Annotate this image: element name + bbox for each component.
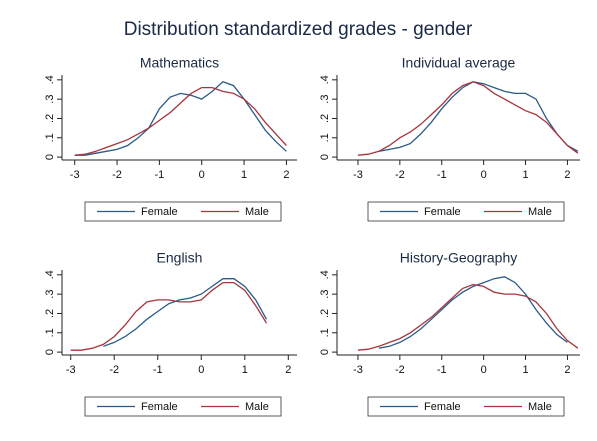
- x-tick-label: 1: [242, 364, 248, 376]
- y-tick-label: .2: [319, 309, 331, 318]
- y-tick-label: .4: [319, 270, 331, 279]
- y-tick-label: .1: [44, 328, 56, 337]
- legend-label: Female: [424, 206, 461, 218]
- panel-title: Mathematics: [140, 55, 219, 71]
- legend-label: Male: [245, 401, 269, 413]
- y-tick-label: .4: [44, 75, 56, 84]
- x-tick-label: -2: [112, 169, 122, 181]
- x-tick-label: 1: [522, 364, 528, 376]
- legend-box: [84, 396, 282, 417]
- panel-title: English: [157, 250, 203, 266]
- y-tick-label: .2: [319, 114, 331, 123]
- y-tick-label: .3: [44, 95, 56, 104]
- x-tick-label: -3: [70, 169, 80, 181]
- panel-title: Individual average: [402, 55, 516, 71]
- series-line: [357, 81, 579, 156]
- x-tick-label: -3: [353, 364, 363, 376]
- legend-label: Male: [245, 206, 269, 218]
- x-tick-label: 0: [199, 169, 205, 181]
- x-tick-label: -2: [395, 364, 405, 376]
- y-tick-label: .2: [44, 114, 56, 123]
- y-tick-label: 0: [44, 154, 56, 160]
- x-tick-label: -2: [395, 169, 405, 181]
- legend-label: Female: [424, 401, 461, 413]
- y-tick-label: .3: [319, 290, 331, 299]
- y-tick-label: .1: [319, 133, 331, 142]
- series-line: [74, 86, 287, 156]
- series-line: [70, 281, 268, 351]
- x-tick-label: 2: [564, 169, 570, 181]
- y-tick-label: 0: [319, 349, 331, 355]
- y-tick-label: .1: [319, 328, 331, 337]
- x-tick-label: 2: [564, 364, 570, 376]
- x-tick-label: 1: [241, 169, 247, 181]
- x-tick-label: 2: [285, 364, 291, 376]
- y-tick-label: .4: [319, 75, 331, 84]
- x-tick-label: -1: [154, 169, 164, 181]
- legend-box: [84, 201, 282, 222]
- y-tick-label: .2: [44, 309, 56, 318]
- legend-label: Male: [528, 206, 552, 218]
- legend-label: Female: [141, 206, 178, 218]
- x-tick-label: 0: [481, 169, 487, 181]
- x-tick-label: -3: [66, 364, 76, 376]
- legend-box: [367, 201, 565, 222]
- series-line: [378, 276, 568, 349]
- x-tick-label: 0: [198, 364, 204, 376]
- panel-title: History-Geography: [400, 250, 518, 266]
- series-line: [103, 278, 268, 347]
- y-tick-label: .4: [44, 270, 56, 279]
- legend-label: Male: [528, 401, 552, 413]
- x-tick-label: -1: [437, 169, 447, 181]
- legend-label: Female: [141, 401, 178, 413]
- x-tick-label: 1: [522, 169, 528, 181]
- x-tick-label: -1: [437, 364, 447, 376]
- x-tick-label: -3: [353, 169, 363, 181]
- x-tick-label: -2: [109, 364, 119, 376]
- series-line: [74, 81, 287, 156]
- x-tick-label: -1: [153, 364, 163, 376]
- series-line: [357, 283, 579, 351]
- series-line: [378, 81, 579, 152]
- chart-title: Distribution standardized grades - gende…: [124, 19, 473, 40]
- x-tick-label: 2: [283, 169, 289, 181]
- y-tick-label: .3: [44, 290, 56, 299]
- y-tick-label: 0: [44, 349, 56, 355]
- x-tick-label: 0: [481, 364, 487, 376]
- legend-box: [367, 396, 565, 417]
- y-tick-label: 0: [319, 154, 331, 160]
- y-tick-label: .1: [44, 133, 56, 142]
- y-tick-label: .3: [319, 95, 331, 104]
